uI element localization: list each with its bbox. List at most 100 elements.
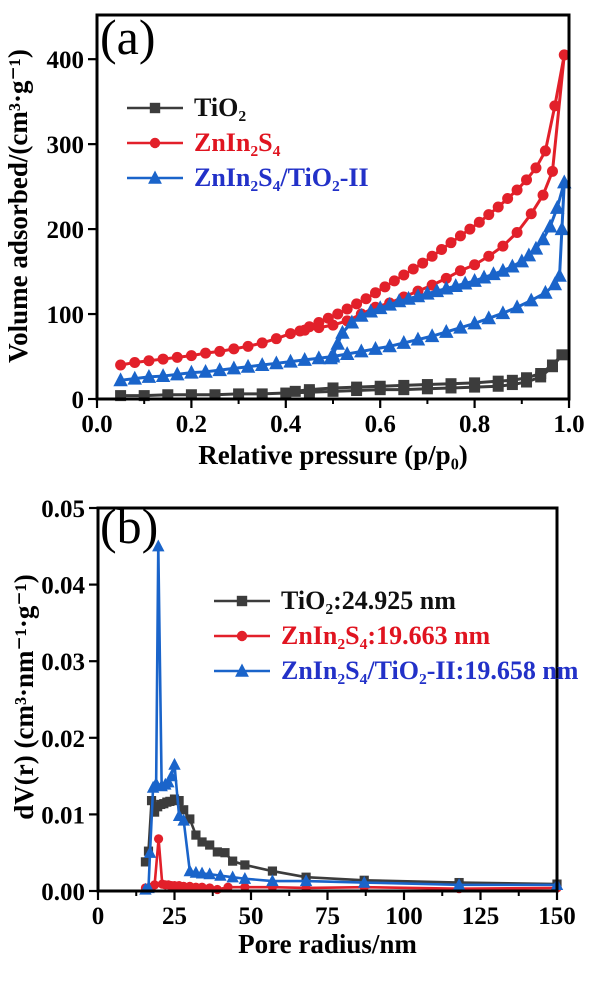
series-marker-1 [240, 882, 250, 892]
panel-b-tag: (b) [100, 498, 159, 554]
x-tick-label: 0.2 [176, 411, 207, 438]
series-marker-2 [481, 310, 497, 325]
series-marker-1 [388, 275, 400, 287]
legend-item-tio2: TiO₂ [126, 90, 369, 125]
series-marker-2 [495, 305, 511, 320]
series-marker-2 [439, 324, 454, 338]
legend-marker [235, 663, 249, 677]
series-marker-2 [165, 769, 178, 782]
series-marker-0 [174, 796, 184, 806]
series-marker-1 [214, 345, 226, 357]
panel-a-legend: TiO₂ ZnIn₂S₄ ZnIn₂S₄/TiO₂-II [126, 90, 369, 195]
series-marker-1 [294, 325, 306, 337]
series-marker-1 [537, 189, 549, 201]
series-marker-2 [297, 352, 312, 366]
y-tick-label: 0 [72, 387, 85, 414]
series-marker-2 [238, 871, 252, 884]
series-marker-1 [539, 145, 551, 157]
series-marker-0 [521, 372, 533, 384]
series-marker-2 [226, 870, 239, 883]
x-tick-label: 0.8 [459, 411, 490, 438]
legend-label: ZnIn₂S₄/TiO₂-II:19.658 nm [281, 655, 579, 685]
series-marker-2 [214, 868, 227, 881]
x-tick-label: 50 [239, 903, 264, 930]
series-marker-1 [473, 216, 485, 228]
series-marker-2 [554, 221, 570, 236]
series-marker-2 [486, 266, 501, 281]
series-marker-1 [558, 49, 570, 61]
series-marker-2 [195, 866, 209, 879]
series-marker-0 [492, 375, 504, 387]
series-marker-1 [242, 340, 254, 352]
series-marker-1 [407, 263, 419, 275]
series-marker-2 [549, 199, 565, 214]
series-marker-0 [327, 382, 339, 394]
series-marker-0 [374, 380, 386, 392]
series-marker-2 [143, 845, 157, 858]
series-marker-2 [354, 307, 369, 322]
legend-marker [148, 170, 162, 184]
panel-b-legend: TiO₂:24.925 nm ZnIn₂S₄:19.663 nm ZnIn₂S₄… [213, 583, 578, 688]
x-tick-label: 0 [92, 903, 105, 930]
series-marker-2 [505, 258, 520, 273]
series-marker-2 [467, 273, 482, 287]
series-marker-1 [369, 287, 381, 299]
series-marker-2 [323, 350, 338, 365]
legend-marker [149, 137, 161, 148]
series-marker-0 [220, 848, 230, 858]
series-marker-1 [212, 884, 222, 895]
series-marker-2 [410, 331, 426, 346]
series-marker-1 [492, 201, 504, 213]
legend-item-znin2s4: ZnIn₂S₄ [126, 125, 369, 160]
series-marker-0 [546, 359, 558, 371]
series-marker-0 [256, 388, 268, 400]
series-marker-0 [228, 856, 238, 866]
series-marker-0 [191, 830, 201, 840]
series-marker-1 [129, 356, 141, 368]
series-marker-1 [436, 243, 448, 255]
legend-item-composite: ZnIn₂S₄/TiO₂-II:19.658 nm [213, 653, 578, 688]
series-marker-2 [382, 296, 397, 311]
series-marker-1 [197, 882, 207, 892]
series-marker-2 [368, 341, 383, 355]
series-marker-1 [454, 230, 466, 242]
series-marker-1 [153, 834, 164, 844]
x-tick-label: 100 [385, 903, 423, 930]
series-marker-2 [335, 324, 350, 339]
series-marker-1 [150, 880, 160, 890]
series-marker-2 [457, 275, 473, 290]
series-marker-2 [410, 288, 426, 303]
series-marker-1 [379, 281, 391, 293]
series-marker-2 [127, 370, 143, 385]
series-marker-0 [351, 381, 363, 393]
series-marker-1 [171, 351, 183, 363]
series-marker-1 [454, 265, 466, 277]
series-marker-1 [185, 350, 197, 362]
series-marker-1 [530, 162, 542, 174]
series-marker-1 [525, 208, 537, 220]
series-marker-0 [303, 384, 315, 396]
series-marker-2 [113, 372, 128, 387]
series-marker-1 [497, 240, 509, 252]
series-marker-2 [424, 328, 440, 343]
series-marker-1 [546, 165, 558, 177]
x-tick-label: 75 [315, 903, 340, 930]
y-tick-label: 400 [47, 47, 85, 74]
panel-a-x-axis-label: Relative pressure (p/p₀) [198, 440, 468, 470]
legend-item-znin2s4: ZnIn₂S₄:19.663 nm [213, 618, 578, 653]
series-marker-2 [448, 278, 463, 292]
panel-b-y-axis-label: dV(r) (cm³·nm⁻¹·g⁻¹) [9, 574, 39, 820]
series-marker-2 [339, 346, 355, 360]
series-marker-0 [280, 387, 292, 399]
series-marker-2 [198, 363, 213, 378]
series-marker-0 [556, 349, 568, 361]
series-marker-1 [143, 355, 155, 367]
x-tick-label: 1.0 [553, 411, 584, 438]
series-marker-2 [382, 338, 397, 353]
panel-a-chart: 0.0 0.2 0.4 0.6 0.8 1.0 0 100 200 300 400 [47, 13, 585, 438]
x-tick-label: 0.0 [81, 411, 112, 438]
series-marker-2 [509, 299, 525, 314]
series-marker-2 [429, 283, 445, 298]
series-marker-0 [289, 385, 301, 397]
axis-frame [95, 13, 571, 401]
